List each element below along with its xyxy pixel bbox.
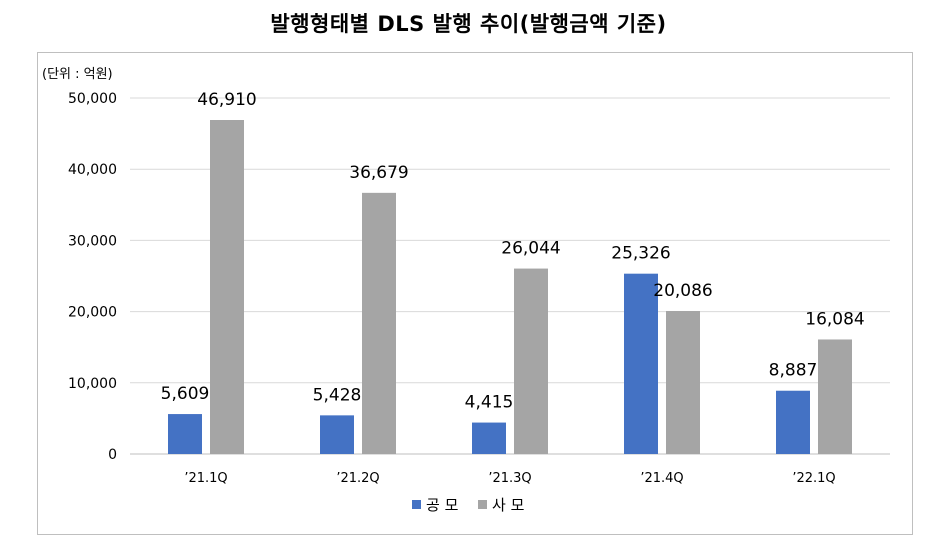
y-tick-label: 20,000 bbox=[68, 305, 117, 321]
data-label: 4,415 bbox=[465, 393, 514, 413]
data-label: 5,609 bbox=[161, 384, 210, 404]
legend-swatch bbox=[478, 500, 487, 509]
y-tick-label: 10,000 bbox=[68, 376, 117, 392]
data-label: 8,887 bbox=[769, 361, 818, 381]
bar-public bbox=[776, 390, 810, 454]
bar-public bbox=[320, 415, 354, 454]
data-label: 36,679 bbox=[349, 163, 408, 183]
legend-swatch bbox=[412, 500, 421, 509]
bar-private bbox=[362, 192, 396, 454]
x-tick-label: ’21.2Q bbox=[336, 471, 379, 486]
data-label: 25,326 bbox=[611, 244, 670, 264]
x-tick-label: ’21.1Q bbox=[184, 471, 227, 486]
bar-public bbox=[168, 414, 202, 454]
bar-public bbox=[472, 422, 506, 454]
y-tick-label: 40,000 bbox=[68, 162, 117, 178]
x-tick-label: ’21.3Q bbox=[488, 471, 531, 486]
legend-label: 공 모 bbox=[426, 496, 459, 514]
data-label: 16,084 bbox=[805, 309, 864, 329]
y-tick-label: 30,000 bbox=[68, 233, 117, 249]
data-label: 26,044 bbox=[501, 239, 560, 259]
legend-label: 사 모 bbox=[492, 496, 525, 514]
unit-label: (단위 : 억원) bbox=[42, 67, 113, 82]
bar-private bbox=[666, 310, 700, 454]
bar-private bbox=[818, 339, 852, 454]
data-label: 20,086 bbox=[653, 281, 712, 301]
x-tick-label: ’21.4Q bbox=[640, 471, 683, 486]
x-tick-label: ’22.1Q bbox=[792, 471, 835, 486]
y-tick-label: 0 bbox=[108, 447, 117, 463]
data-label: 5,428 bbox=[313, 385, 362, 405]
chart-title: 발행형태별 DLS 발행 추이(발행금액 기준) bbox=[270, 12, 667, 36]
data-label: 46,910 bbox=[197, 90, 256, 110]
chart-frame bbox=[37, 52, 913, 535]
y-tick-label: 50,000 bbox=[68, 91, 117, 107]
bar-private bbox=[514, 268, 548, 454]
bar-public bbox=[624, 273, 658, 454]
bar-private bbox=[210, 120, 244, 455]
